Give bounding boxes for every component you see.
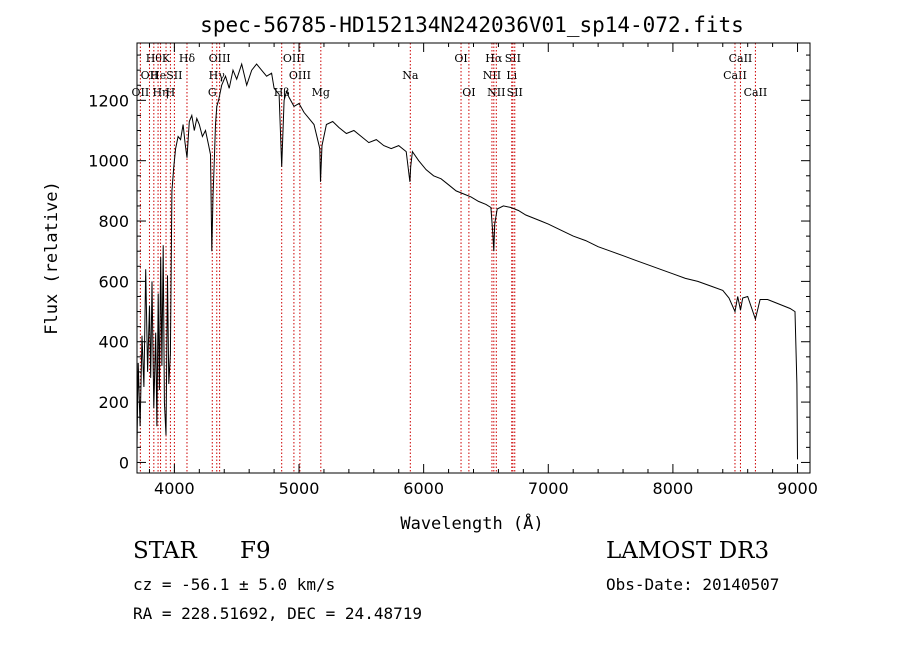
marker-label: He [150,69,166,82]
marker-label: G [208,86,217,99]
coordinates-readout: RA = 228.51692, DEC = 24.48719 [133,604,422,623]
marker-label: Li [506,69,517,82]
x-tick-label: 9000 [777,479,818,498]
object-class-label: STAR [133,538,197,564]
marker-label: Na [402,69,419,82]
marker-label: SII [505,52,521,65]
y-tick-label: 600 [98,272,129,291]
marker-label: OIII [289,69,311,82]
y-tick-label: 800 [98,212,129,231]
y-tick-label: 1200 [88,91,129,110]
y-tick-label: 1000 [88,152,129,171]
marker-label: Mg [312,86,330,99]
marker-label: K [162,52,171,65]
x-tick-label: 6000 [403,479,444,498]
marker-label: OIII [209,52,231,65]
x-tick-label: 5000 [279,479,320,498]
marker-label: NII [483,69,501,82]
cz-readout: cz = -56.1 ± 5.0 km/s [133,575,336,594]
marker-label: SII [166,69,182,82]
x-tick-label: 8000 [653,479,694,498]
marker-label: OII [132,86,150,99]
marker-label: CaII [729,52,753,65]
subclass-label: F9 [240,538,271,564]
chart-title: spec-56785-HD152134N242036V01_sp14-072.f… [200,13,744,37]
marker-label: SII [507,86,523,99]
marker-label: Hθ [146,52,163,65]
spectrum-line [136,62,798,460]
marker-label: H [166,86,176,99]
y-tick-label: 200 [98,393,129,412]
x-axis-label: Wavelength (Å) [400,512,543,534]
marker-label: OIII [283,52,305,65]
marker-label: Hγ [209,69,226,82]
marker-label: CaII [744,86,768,99]
marker-label: CaII [723,69,747,82]
x-tick-label: 4000 [154,479,195,498]
marker-label: OI [454,52,467,65]
survey-label: LAMOST DR3 [606,538,770,564]
y-tick-label: 400 [98,333,129,352]
marker-label: NII [487,86,505,99]
y-tick-label: 0 [119,453,129,472]
marker-label: Hδ [179,52,196,65]
marker-label: Hη [152,86,168,99]
obs-date-readout: Obs-Date: 20140507 [606,575,780,594]
x-tick-label: 7000 [528,479,569,498]
marker-label: Hα [485,52,503,65]
plot-frame [136,42,811,474]
marker-label: OI [462,86,475,99]
y-axis-label: Flux (relative) [42,181,62,335]
